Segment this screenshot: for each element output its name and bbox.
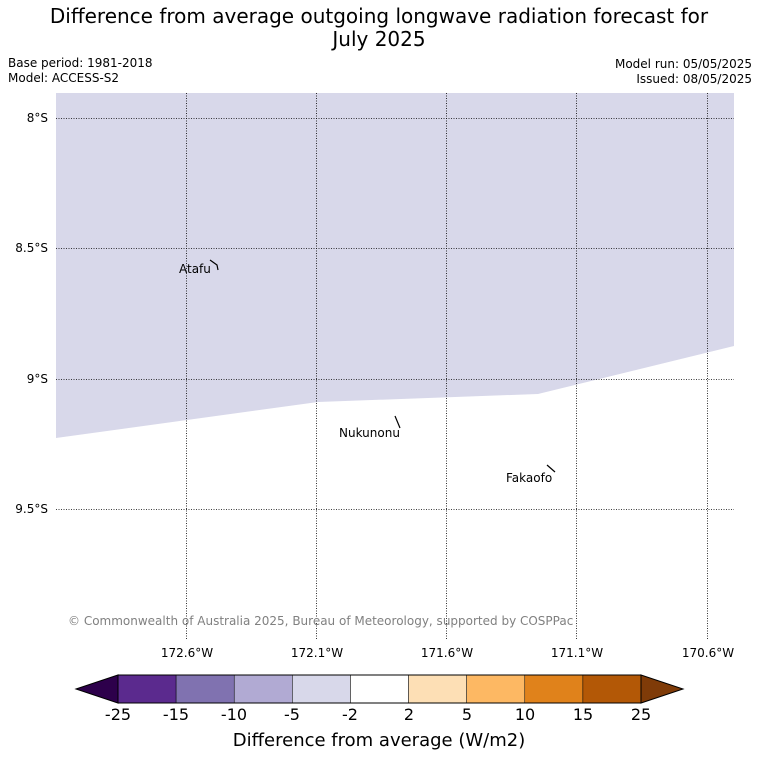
colorbar-tick: 5 bbox=[461, 705, 473, 724]
lon-label-172-1W: 172.1°W bbox=[290, 646, 344, 660]
title-line-1: Difference from average outgoing longwav… bbox=[49, 4, 709, 28]
lon-label-171-6W: 171.6°W bbox=[420, 646, 474, 660]
colorbar-tick: 2 bbox=[403, 705, 415, 724]
colorbar-tick: -10 bbox=[220, 705, 248, 724]
graticule bbox=[56, 93, 734, 640]
model-run-text: Model run: 05/05/2025 bbox=[614, 57, 752, 71]
meta-left: Base period: 1981-2018 Model: ACCESS-S2 bbox=[8, 56, 153, 86]
nukunonu-island bbox=[394, 415, 401, 429]
chart-title: Difference from average outgoing longwav… bbox=[0, 5, 758, 51]
colorbar-tick: -25 bbox=[104, 705, 132, 724]
place-label-fakaofo: Fakaofo bbox=[506, 471, 553, 485]
colorbar-tick: -2 bbox=[342, 705, 358, 724]
model-text: Model: ACCESS-S2 bbox=[8, 71, 120, 85]
colorbar-label: Difference from average (W/m2) bbox=[232, 730, 526, 751]
colorbar-frame bbox=[117, 674, 642, 704]
anomaly-region bbox=[56, 93, 734, 438]
colorbar-box bbox=[466, 674, 526, 704]
issued-text: Issued: 08/05/2025 bbox=[636, 72, 752, 86]
copyright-text: © Commonwealth of Australia 2025, Bureau… bbox=[68, 614, 574, 628]
colorbar-box bbox=[582, 674, 642, 704]
colorbar bbox=[74, 674, 685, 704]
lat-label-9-5S: 9.5°S bbox=[15, 502, 48, 516]
colorbar-box bbox=[233, 674, 293, 704]
lat-label-8S: 8°S bbox=[26, 111, 48, 125]
colorbar-tick: 10 bbox=[514, 705, 536, 724]
lat-label-8-5S: 8.5°S bbox=[15, 241, 48, 255]
colorbar-box bbox=[292, 674, 351, 704]
place-label-nukunonu: Nukunonu bbox=[339, 426, 400, 440]
colorbar-box bbox=[175, 674, 235, 704]
atafu-island bbox=[209, 259, 219, 271]
colorbar-tick: -5 bbox=[284, 705, 300, 724]
colorbar-under-arrow bbox=[74, 674, 119, 704]
colorbar-over-arrow bbox=[640, 674, 685, 704]
lon-label-171-1W: 171.1°W bbox=[550, 646, 604, 660]
title-line-2: July 2025 bbox=[332, 27, 426, 51]
lat-label-9S: 9°S bbox=[26, 372, 48, 386]
colorbar-box bbox=[350, 674, 409, 704]
lon-label-170-6W: 170.6°W bbox=[681, 646, 735, 660]
lon-label-172-6W: 172.6°W bbox=[160, 646, 214, 660]
fakaofo-island bbox=[546, 464, 556, 473]
place-label-atafu: Atafu bbox=[179, 262, 211, 276]
colorbar-tick: -15 bbox=[162, 705, 190, 724]
colorbar-box bbox=[117, 674, 177, 704]
colorbar-box bbox=[524, 674, 584, 704]
colorbar-box bbox=[408, 674, 467, 704]
base-period-text: Base period: 1981-2018 bbox=[8, 56, 153, 70]
meta-right: Model run: 05/05/2025 Issued: 08/05/2025 bbox=[615, 57, 752, 87]
colorbar-tick: 15 bbox=[572, 705, 594, 724]
colorbar-tick: 25 bbox=[630, 705, 652, 724]
